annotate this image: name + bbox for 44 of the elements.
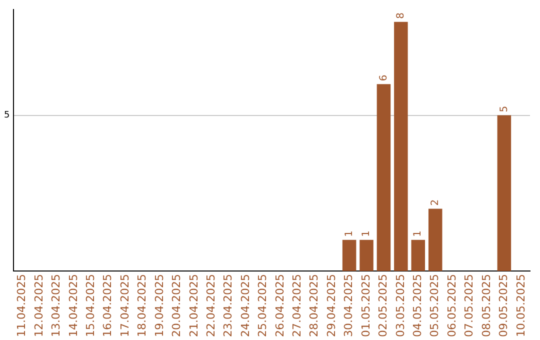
bar: [342, 240, 356, 272]
x-tick-label: 25.04.2025: [256, 274, 270, 338]
x-tick-label: 04.05.2025: [411, 274, 424, 338]
x-tick-label: 07.05.2025: [462, 274, 476, 338]
x-tick-label: 03.05.2025: [394, 274, 407, 338]
x-tick-label: 13.04.2025: [50, 274, 63, 338]
x-tick-label: 14.04.2025: [66, 274, 80, 338]
x-tick-label: 09.05.2025: [497, 274, 510, 338]
x-tick-label: 12.04.2025: [32, 274, 46, 338]
x-tick-label: 23.04.2025: [222, 274, 235, 338]
data-label: 1: [412, 230, 424, 237]
x-tick-label: 21.04.2025: [187, 274, 200, 338]
x-tick-label: 08.05.2025: [480, 274, 493, 338]
data-label: 1: [344, 230, 355, 237]
bar: [394, 22, 408, 272]
data-label: 1: [361, 230, 372, 237]
bar: [428, 208, 442, 272]
x-tick-label: 17.04.2025: [118, 274, 132, 338]
x-tick-label: 26.04.2025: [273, 274, 286, 338]
x-tick-label: 19.04.2025: [152, 274, 166, 338]
x-tick-label: 27.04.2025: [290, 274, 304, 338]
x-tick-label: 02.05.2025: [376, 274, 390, 338]
x-tick-label: 18.04.2025: [136, 274, 149, 338]
x-tick-label: 24.04.2025: [238, 274, 252, 338]
x-tick-label: 20.04.2025: [170, 274, 184, 338]
bar: [376, 84, 391, 272]
x-tick-label: 15.04.2025: [84, 274, 98, 338]
data-label: 8: [396, 12, 407, 19]
x-tick-label: 05.05.2025: [428, 274, 442, 338]
x-tick-label: 11.04.2025: [15, 274, 28, 338]
x-tick-label: 22.04.2025: [204, 274, 218, 338]
data-label: 6: [378, 74, 390, 82]
x-tick-label: 28.04.2025: [308, 274, 321, 338]
x-tick-label: 06.05.2025: [445, 274, 458, 338]
bar: [411, 240, 426, 272]
data-label: 5: [498, 106, 510, 112]
data-label: 2: [430, 199, 441, 206]
bar: [497, 115, 512, 272]
bar: [360, 240, 374, 272]
x-tick-label: 16.04.2025: [101, 274, 114, 338]
x-tick-label: 10.05.2025: [514, 274, 528, 338]
x-tick-label: 29.04.2025: [324, 274, 338, 338]
x-tick-label: 01.05.2025: [359, 274, 372, 338]
x-tick-label: 30.04.2025: [342, 274, 356, 338]
